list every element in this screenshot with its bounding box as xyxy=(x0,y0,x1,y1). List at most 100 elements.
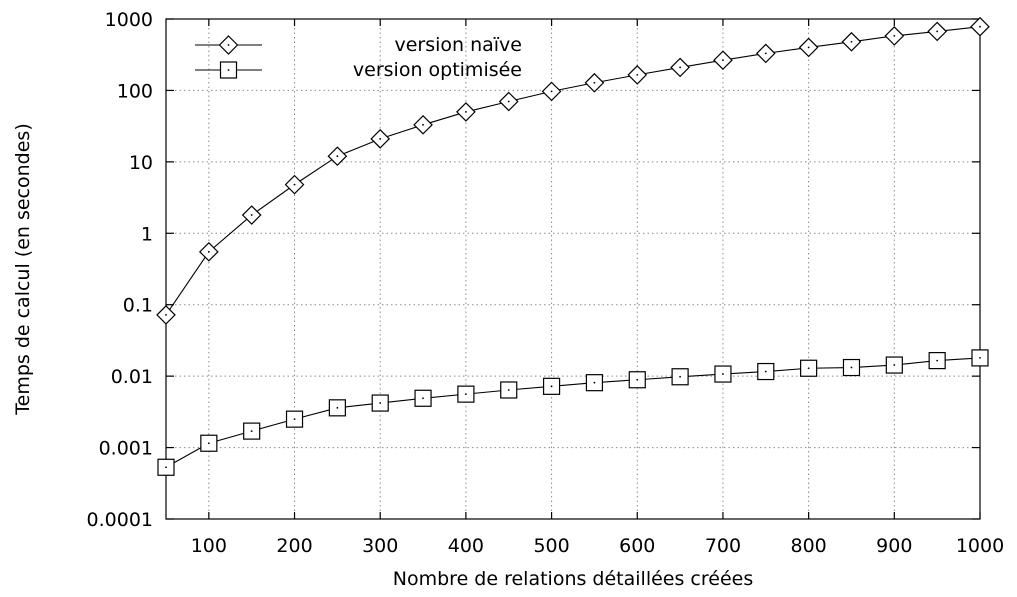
y-tick-label: 1000 xyxy=(105,9,153,31)
marker-center-dot xyxy=(893,34,896,37)
data-point xyxy=(884,26,905,46)
data-point xyxy=(714,365,732,383)
x-tick-label: 800 xyxy=(790,535,826,557)
marker-center-dot xyxy=(507,389,510,391)
x-axis-tick-labels: 100 200 300 400 500 600 700 800 900 1000 xyxy=(191,535,1004,557)
y-axis-title: Temps de calcul (en secondes) xyxy=(12,123,34,416)
marker-center-dot xyxy=(936,359,939,362)
marker-center-dot xyxy=(293,418,296,421)
data-point xyxy=(327,146,348,167)
marker-center-dot xyxy=(593,81,596,84)
marker-center-dot xyxy=(936,30,939,33)
marker-center-dot xyxy=(227,44,230,46)
x-tick-label: 600 xyxy=(619,535,655,557)
legend: version naïve version optimisée xyxy=(195,34,522,81)
marker-center-dot xyxy=(679,375,682,378)
y-tick-label: 0.1 xyxy=(123,295,153,317)
marker-center-dot xyxy=(464,393,467,396)
y-axis-tick-labels: 0.0001 0.001 0.01 0.1 1 10 100 1000 xyxy=(87,9,153,531)
data-point xyxy=(800,359,818,377)
data-point xyxy=(542,377,561,395)
legend-item: version naïve xyxy=(195,34,522,56)
marker-center-dot xyxy=(850,366,853,369)
data-point xyxy=(841,31,862,52)
data-point xyxy=(156,305,176,325)
series-2 xyxy=(157,349,989,476)
x-tick-label: 1000 xyxy=(956,535,1004,557)
marker-center-dot xyxy=(250,214,253,216)
data-point xyxy=(371,394,389,412)
marker-center-dot xyxy=(636,378,639,381)
marker-center-dot xyxy=(207,250,210,253)
x-tick-label: 200 xyxy=(276,535,312,557)
data-point xyxy=(585,374,604,392)
grid xyxy=(166,19,980,519)
data-point xyxy=(457,385,475,403)
marker-center-dot xyxy=(464,111,467,113)
marker-center-dot xyxy=(336,155,339,158)
marker-center-dot xyxy=(850,40,853,43)
marker-center-dot xyxy=(250,430,253,433)
data-point xyxy=(456,102,476,122)
marker-center-dot xyxy=(379,402,382,404)
x-tick-label: 900 xyxy=(876,535,912,557)
marker-center-dot xyxy=(207,442,210,445)
y-tick-label: 10 xyxy=(129,152,153,174)
y-tick-label: 100 xyxy=(117,80,153,102)
marker-center-dot xyxy=(379,137,382,140)
data-point xyxy=(885,356,903,374)
data-point xyxy=(798,37,819,58)
y-tick-label: 0.001 xyxy=(99,438,153,460)
marker-center-dot xyxy=(593,381,596,384)
marker-center-dot xyxy=(893,364,896,366)
y-tick-label: 1 xyxy=(141,223,153,245)
x-tick-label: 100 xyxy=(191,535,227,557)
marker-center-dot xyxy=(679,66,682,69)
data-point xyxy=(200,434,218,452)
data-point xyxy=(970,16,990,37)
marker-center-dot xyxy=(764,370,767,373)
data-point xyxy=(670,57,690,78)
data-point xyxy=(971,349,989,367)
data-point xyxy=(284,174,305,195)
marker-center-dot xyxy=(979,25,981,28)
y-tick-label: 0.0001 xyxy=(87,509,153,531)
x-tick-label: 400 xyxy=(448,535,484,557)
axis-ticks xyxy=(166,18,981,520)
marker-center-dot xyxy=(227,69,230,71)
x-tick-label: 300 xyxy=(362,535,398,557)
marker-center-dot xyxy=(507,100,510,103)
plot-frame xyxy=(165,18,981,520)
data-point xyxy=(541,81,562,102)
data-point xyxy=(928,352,946,370)
data-point xyxy=(671,368,689,386)
marker-center-dot xyxy=(422,397,424,400)
data-point xyxy=(628,371,646,389)
legend-label: version optimisée xyxy=(353,59,522,81)
data-point xyxy=(328,399,346,417)
data-point xyxy=(414,389,432,407)
marker-center-dot xyxy=(165,314,167,316)
series-1 xyxy=(156,16,990,325)
data-point xyxy=(413,114,433,135)
marker-center-dot xyxy=(807,367,810,370)
marker-center-dot xyxy=(550,90,553,93)
marker-center-dot xyxy=(550,385,553,388)
x-tick-label: 700 xyxy=(705,535,741,557)
marker-center-dot xyxy=(807,46,810,49)
series-line xyxy=(165,26,981,316)
data-point xyxy=(370,128,391,149)
series xyxy=(156,16,990,476)
x-axis-title: Nombre de relations détaillées créées xyxy=(393,568,753,590)
data-point xyxy=(627,65,648,85)
data-point xyxy=(713,50,733,71)
data-point xyxy=(198,241,219,262)
data-point xyxy=(500,381,518,399)
y-tick-label: 0.01 xyxy=(111,366,153,388)
marker-center-dot xyxy=(293,183,296,186)
data-point xyxy=(498,91,519,112)
marker-center-dot xyxy=(722,373,724,375)
data-point xyxy=(757,362,775,381)
marker-center-dot xyxy=(979,357,981,359)
